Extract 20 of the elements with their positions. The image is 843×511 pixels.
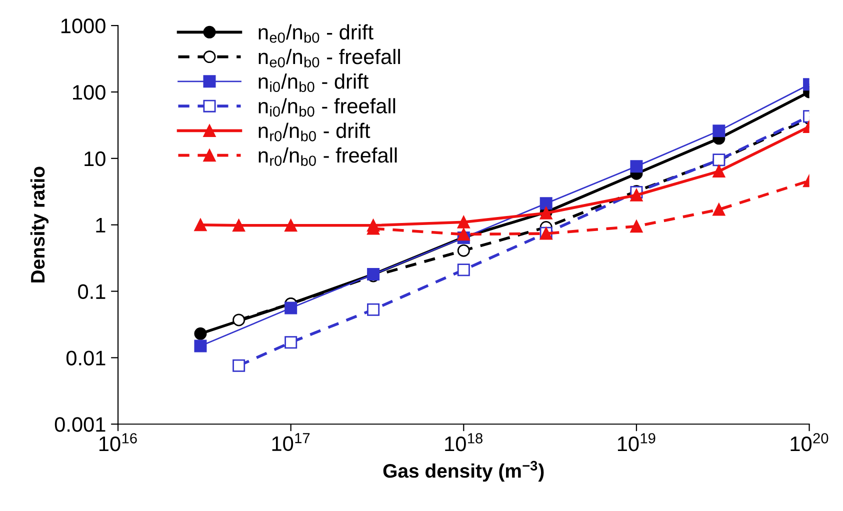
- y-tick-label: 0.1: [78, 284, 106, 300]
- x-tick-label: 10$^{18}$: [445, 433, 482, 452]
- y-axis-title: Density ratio: [30, 166, 49, 282]
- legend-label: n$_{r0}$/n$_{b0}$ - freefall: [258, 147, 397, 166]
- x-tick-label: 10$^{16}$: [100, 433, 137, 452]
- y-tick-label: 1: [96, 218, 106, 232]
- y-tick-label: 0.001: [54, 417, 106, 432]
- x-tick-label: 10$^{19}$: [618, 433, 656, 452]
- legend-label: n$_{i0}$/n$_{b0}$ - freefall: [258, 98, 396, 117]
- x-tick-label: 10$^{20}$: [790, 433, 828, 452]
- legend-label: n$_{r0}$/n$_{b0}$ - drift: [258, 122, 370, 142]
- legend-label: n$_{i0}$/n$_{b0}$ - drift: [258, 74, 369, 92]
- y-tick-label: 10: [84, 151, 106, 166]
- y-tick-label: 1000: [61, 18, 106, 34]
- legend-label: n$_{e0}$/n$_{b0}$ - drift: [258, 24, 374, 43]
- x-tick-label: 10$^{17}$: [272, 433, 310, 452]
- y-tick-label: 0.01: [66, 350, 106, 366]
- x-axis-title: Gas density (m$^{−3}$): [383, 460, 544, 482]
- legend-label: n$_{e0}$/n$_{b0}$ - freefall: [258, 48, 400, 68]
- y-tick-label: 100: [73, 84, 106, 100]
